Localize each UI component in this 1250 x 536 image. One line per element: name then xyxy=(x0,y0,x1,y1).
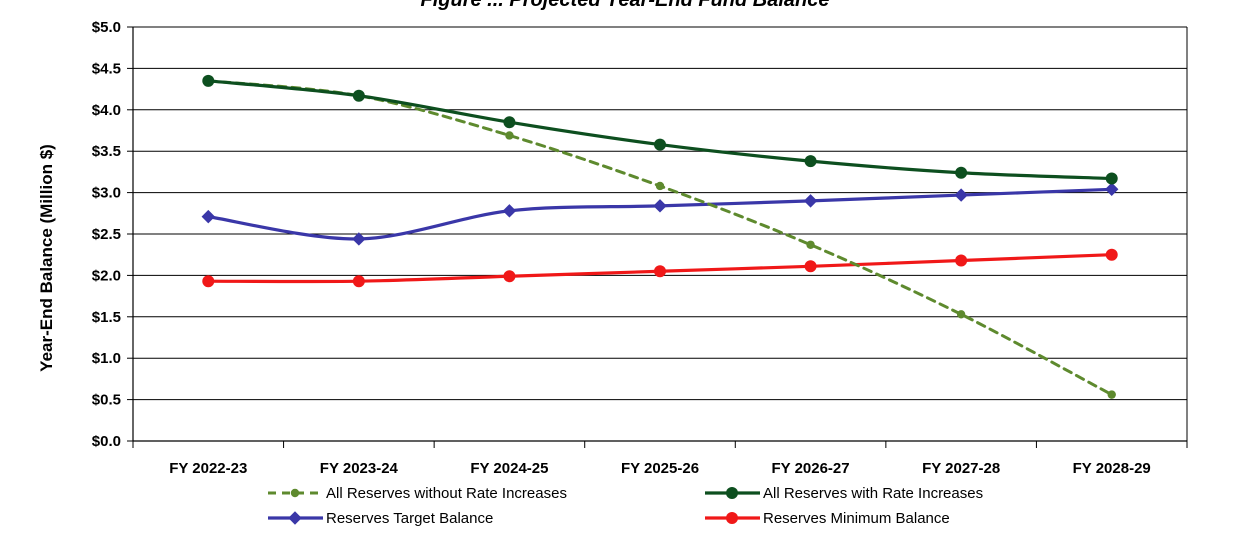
y-tick-label: $0.5 xyxy=(92,392,121,409)
data-point xyxy=(806,240,815,249)
y-axis-title: Year-End Balance (Million $) xyxy=(37,144,56,372)
data-point xyxy=(803,194,818,208)
data-point xyxy=(503,270,516,283)
y-tick-label: $4.5 xyxy=(92,60,121,77)
data-point xyxy=(352,89,365,102)
legend-item-reserves-target-balance: Reserves Target Balance xyxy=(268,510,493,527)
x-tick-label: FY 2026-27 xyxy=(772,460,850,477)
chart-title: Figure ... Projected Year-End Fund Balan… xyxy=(421,0,830,11)
series-reserves-target-balance xyxy=(201,182,1119,246)
data-point xyxy=(954,188,968,202)
legend-item-all-reserves-with-rate-increases: All Reserves with Rate Increases xyxy=(705,485,983,502)
data-point xyxy=(955,166,968,179)
data-point xyxy=(202,275,215,288)
y-tick-label: $3.5 xyxy=(92,143,121,160)
y-tick-label: $2.0 xyxy=(92,267,121,284)
legend-label: Reserves Minimum Balance xyxy=(763,510,950,527)
y-tick-label: $1.5 xyxy=(92,309,121,326)
data-point xyxy=(503,116,516,129)
legend: All Reserves without Rate Increases All R… xyxy=(268,485,983,527)
legend-marker xyxy=(290,488,300,498)
data-point xyxy=(352,232,366,246)
series-reserves-minimum-balance xyxy=(202,248,1118,288)
series-line xyxy=(206,187,1114,241)
x-tick-label: FY 2028-29 xyxy=(1073,460,1151,477)
data-point xyxy=(804,155,817,168)
legend-marker xyxy=(288,511,302,525)
data-point xyxy=(201,209,215,224)
x-tick-label: FY 2027-28 xyxy=(922,460,1000,477)
data-point xyxy=(352,275,365,288)
y-tick-label: $3.0 xyxy=(92,185,121,202)
data-point xyxy=(1105,248,1118,261)
data-point xyxy=(654,265,666,278)
y-tick-label: $0.0 xyxy=(92,433,121,450)
y-tick-label: $4.0 xyxy=(92,102,121,119)
y-tick-label: $2.5 xyxy=(92,226,121,243)
legend-marker xyxy=(726,512,738,524)
series-all-reserves-with-rate-increases xyxy=(202,74,1118,185)
legend-label: All Reserves without Rate Increases xyxy=(326,485,567,502)
y-tick-label: $5.0 xyxy=(92,19,121,36)
x-tick-label: FY 2023-24 xyxy=(320,460,399,477)
gridlines xyxy=(133,26,1187,401)
data-point xyxy=(202,74,215,87)
data-point xyxy=(804,260,817,273)
legend-label: All Reserves with Rate Increases xyxy=(763,485,983,502)
data-point xyxy=(1107,390,1116,399)
axes: $0.0 $0.5 $1.0 $1.5 $2.0 $2.5 $3.0 $3.5 $4.0 $4.5… xyxy=(92,19,1188,477)
data-point xyxy=(655,181,665,191)
data-point xyxy=(654,138,666,151)
data-point xyxy=(502,204,517,218)
series-lines xyxy=(201,74,1119,399)
legend-item-reserves-minimum-balance: Reserves Minimum Balance xyxy=(705,510,950,527)
data-point xyxy=(1105,182,1119,196)
x-tick-label: FY 2025-26 xyxy=(621,460,699,477)
series-line xyxy=(206,79,1114,181)
data-point xyxy=(955,254,968,267)
legend-item-all-reserves-without-rate-increases: All Reserves without Rate Increases xyxy=(268,485,567,502)
data-point xyxy=(653,199,667,213)
legend-label: Reserves Target Balance xyxy=(326,510,493,527)
y-tick-label: $1.0 xyxy=(92,350,121,367)
legend-marker xyxy=(726,487,738,499)
data-point xyxy=(956,310,966,319)
data-point xyxy=(505,131,514,140)
x-tick-label: FY 2024-25 xyxy=(470,460,548,477)
data-point xyxy=(1105,172,1118,185)
x-tick-label: FY 2022-23 xyxy=(169,460,247,477)
